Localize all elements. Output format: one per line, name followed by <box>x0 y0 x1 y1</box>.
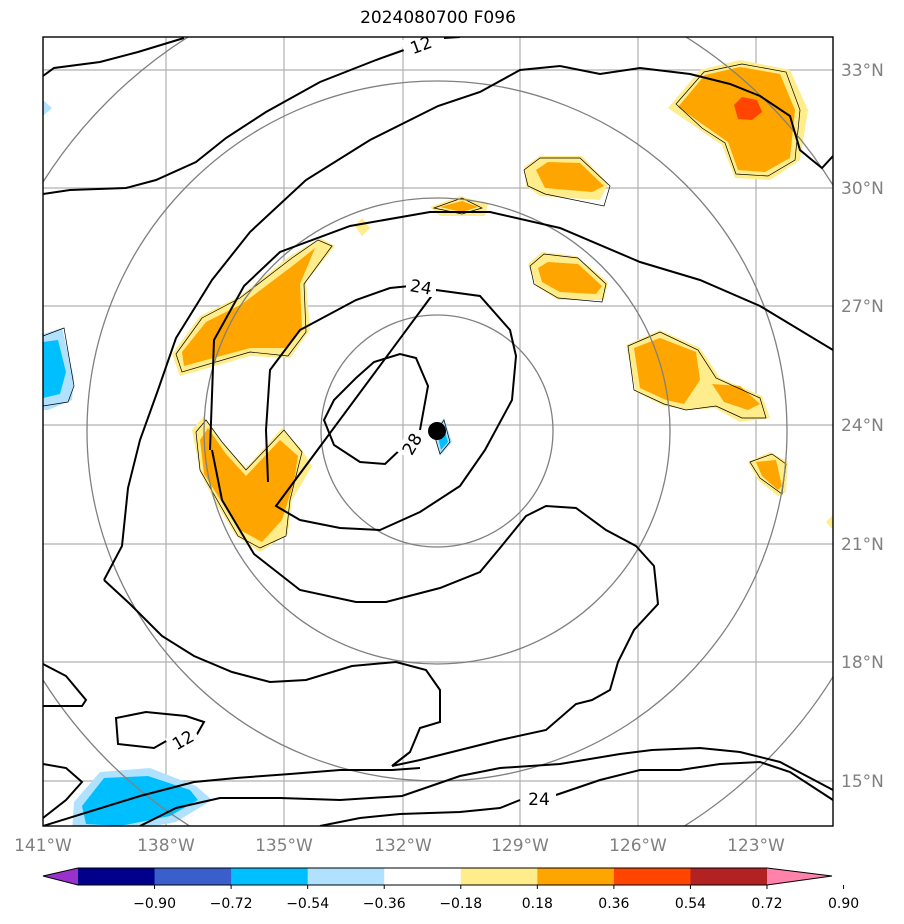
lon-tick-label: 126°W <box>609 836 667 856</box>
colorbar-tick-label: −0.72 <box>210 896 253 912</box>
colorbar-tick-label: −0.36 <box>363 896 406 912</box>
range-ring <box>86 80 788 782</box>
contour-line <box>322 352 430 466</box>
gridlines <box>43 37 833 826</box>
colorbar-tick-label: −0.18 <box>439 896 482 912</box>
map-frame <box>42 36 834 827</box>
lat-tick-label: 15°N <box>841 772 884 792</box>
contour-line <box>43 663 88 707</box>
storm-center-marker <box>428 422 446 440</box>
colorbar-swatch <box>690 868 768 885</box>
colorbar-swatch <box>43 868 78 885</box>
contour-line <box>43 767 421 826</box>
lat-tick-label: 24°N <box>841 416 884 436</box>
colorbar-tick-label: 0.90 <box>828 896 859 912</box>
colorbar-swatch <box>537 868 615 885</box>
contour-labels: 12 24 28 12 24 <box>165 33 556 810</box>
colorbar-swatch <box>154 868 232 885</box>
anomaly-outlines <box>43 63 801 549</box>
lat-tick-label: 27°N <box>841 297 884 317</box>
anomaly-region <box>43 340 66 398</box>
anomaly-region <box>200 428 298 542</box>
anomaly-region <box>440 201 478 212</box>
range-ring <box>203 197 671 665</box>
lon-tick-label: 132°W <box>374 836 432 856</box>
contour-line <box>114 710 206 750</box>
map-title: 2024080700 F096 <box>360 8 516 28</box>
lon-tick-label: 129°W <box>491 836 549 856</box>
colorbar-swatch <box>384 868 462 885</box>
contour-line <box>264 285 518 532</box>
longitude-axis: 141°W 138°W 135°W 132°W 129°W 126°W 123°… <box>14 836 785 856</box>
contour-line <box>319 760 833 826</box>
anomaly-region <box>756 460 782 490</box>
colorbar-tick-label: 0.72 <box>751 896 782 912</box>
colorbar-outline <box>42 867 833 886</box>
colorbar-swatch <box>613 868 691 885</box>
colorbar-tick-label: 0.36 <box>598 896 629 912</box>
lat-tick-label: 18°N <box>841 653 884 673</box>
colorbar-swatch <box>460 868 538 885</box>
anomaly-region <box>712 384 760 410</box>
lon-tick-label: 123°W <box>727 836 785 856</box>
colorbar-swatch <box>231 868 309 885</box>
lat-tick-label: 30°N <box>841 179 884 199</box>
anomaly-region <box>43 100 52 116</box>
anomaly-region <box>634 338 700 404</box>
colorbar-swatch <box>767 868 832 885</box>
map-layers: 12 24 28 12 24 <box>43 33 833 826</box>
colorbar: −0.90 −0.72 −0.54 −0.36 −0.18 0.18 0.36 0.54 0.7… <box>42 867 859 912</box>
contour-line <box>43 37 185 77</box>
anomaly-region <box>734 97 762 120</box>
contour-line <box>43 763 84 819</box>
contour-lines <box>43 37 833 826</box>
colorbar-tick-label: 0.18 <box>522 896 553 912</box>
latitude-axis: 33°N 30°N 27°N 24°N 21°N 18°N 15°N <box>841 61 884 792</box>
anomaly-region <box>678 67 795 172</box>
lat-tick-label: 21°N <box>841 535 884 555</box>
lon-tick-label: 141°W <box>14 836 72 856</box>
anomaly-region <box>826 515 833 530</box>
contour-line <box>139 746 833 826</box>
anomaly-region <box>538 262 602 294</box>
lon-tick-label: 138°W <box>137 836 195 856</box>
range-ring <box>320 314 554 548</box>
contour-label: 24 <box>408 276 433 299</box>
anomaly-region <box>536 162 604 192</box>
contour-label: 12 <box>408 33 435 59</box>
lon-tick-label: 135°W <box>255 836 313 856</box>
colorbar-swatch <box>78 868 156 885</box>
lat-tick-label: 33°N <box>841 61 884 81</box>
colorbar-swatch <box>307 868 385 885</box>
colorbar-tick-label: 0.54 <box>675 896 706 912</box>
contour-label: 24 <box>528 790 550 810</box>
colorbar-tick-label: −0.54 <box>286 896 329 912</box>
range-rings <box>43 37 833 826</box>
colorbar-tick-label: −0.90 <box>133 896 176 912</box>
anomaly-region <box>355 218 370 236</box>
contour-line <box>103 64 833 767</box>
